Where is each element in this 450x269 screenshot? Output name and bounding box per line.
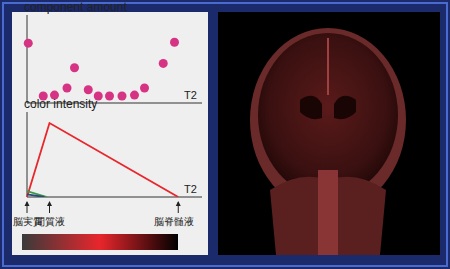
plot xyxy=(24,38,179,101)
annotation: 間質液 xyxy=(35,216,65,227)
point xyxy=(24,39,33,48)
colorbar xyxy=(22,234,178,250)
figure: component amountT2color intensityT2脳実質間質… xyxy=(0,0,450,269)
left-panel xyxy=(12,12,208,255)
plot xyxy=(27,123,178,197)
point xyxy=(63,84,72,93)
ventricle xyxy=(334,96,356,119)
point xyxy=(118,91,127,100)
point xyxy=(159,59,168,68)
point xyxy=(105,91,114,100)
point xyxy=(84,85,93,94)
image-panel xyxy=(218,12,440,255)
line xyxy=(27,194,45,197)
arrow-head xyxy=(25,201,30,206)
x-label: T2 xyxy=(184,183,197,195)
x-axis xyxy=(27,197,202,198)
point xyxy=(130,91,139,100)
point xyxy=(170,38,179,47)
y-axis xyxy=(27,112,28,197)
line xyxy=(27,123,178,197)
mri-image xyxy=(250,28,406,255)
y-label: component amount xyxy=(24,0,127,14)
brainstem xyxy=(318,170,338,255)
arrow-head xyxy=(176,201,181,206)
y-axis xyxy=(27,15,28,103)
ventricle xyxy=(300,96,322,119)
y-label: color intensity xyxy=(24,97,97,111)
point xyxy=(140,84,149,93)
arrow-head xyxy=(47,201,52,206)
x-label: T2 xyxy=(184,89,197,101)
fissure xyxy=(327,38,329,95)
frame xyxy=(3,3,447,266)
annotation: 脳脊髄液 xyxy=(154,216,194,227)
line xyxy=(27,191,47,197)
point xyxy=(70,63,79,72)
